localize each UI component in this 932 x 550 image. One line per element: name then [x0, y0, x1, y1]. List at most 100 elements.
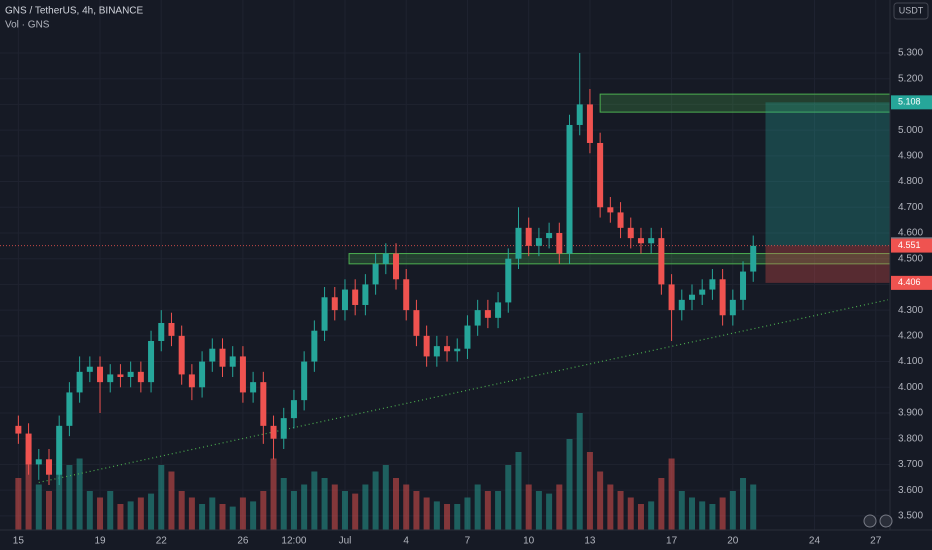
volume-bar [740, 478, 747, 530]
candle-body [699, 289, 706, 295]
candle-body [209, 348, 216, 362]
candle-body [178, 335, 185, 375]
candle-body [260, 382, 267, 426]
icon[interactable] [863, 514, 877, 528]
candle-body [239, 356, 246, 393]
volume-bar [515, 452, 522, 530]
y-tick-label: 4.900 [898, 150, 923, 161]
candle-body [148, 340, 155, 383]
candle-body [35, 459, 42, 465]
candle-body [290, 400, 297, 419]
candle-body [117, 374, 124, 377]
candle-body [648, 238, 655, 244]
candle-body [56, 425, 63, 475]
candle-body [586, 104, 593, 143]
volume-bar [668, 458, 675, 530]
volume-bar [454, 504, 461, 530]
candle-body [45, 459, 52, 475]
y-tick-label: 4.100 [898, 356, 923, 367]
volume-bar [719, 497, 726, 530]
candle-body [546, 232, 553, 239]
candle-body [341, 289, 348, 311]
candle-body [382, 253, 389, 264]
volume-bar [97, 497, 104, 530]
candle-body [301, 361, 308, 401]
volume-bar [86, 491, 93, 530]
candle-body [505, 258, 512, 303]
x-tick-label: 12:00 [281, 536, 306, 547]
candle-body [495, 302, 502, 318]
candle-body [433, 346, 440, 357]
x-tick-label: 10 [523, 536, 535, 547]
chart-title: GNS / TetherUS, 4h, BINANCE [5, 6, 144, 17]
candle-body [127, 371, 134, 377]
candle-body [250, 382, 257, 393]
y-tick-label: 4.300 [898, 305, 923, 316]
volume-bar [250, 501, 257, 530]
x-tick-label: 4 [403, 536, 409, 547]
y-tick-label: 4.700 [898, 202, 923, 213]
candle-body [280, 418, 287, 439]
icon[interactable] [879, 514, 893, 528]
candle-body [403, 279, 410, 311]
candle-body [352, 289, 359, 305]
candle-body [597, 142, 604, 208]
volume-bar [148, 493, 155, 530]
volume-bar [321, 478, 328, 530]
volume-bar [76, 458, 83, 530]
candle-body [484, 310, 491, 318]
candle-body [454, 348, 461, 352]
candle-body [444, 346, 451, 352]
candle-body [229, 356, 236, 367]
candle-body [199, 361, 206, 388]
price-tag-label: 4.406 [898, 277, 921, 287]
volume-bar [495, 491, 502, 530]
volume-bar [556, 484, 563, 530]
volume-bar [178, 491, 185, 530]
volume-bar [637, 504, 644, 530]
volume-bar [546, 493, 553, 530]
volume-bar [576, 413, 583, 530]
position-stop [765, 245, 890, 283]
currency-box[interactable] [893, 2, 929, 20]
volume-bar [56, 471, 63, 530]
volume-bar [474, 484, 481, 530]
y-tick-label: 5.300 [898, 48, 923, 59]
y-tick-label: 3.600 [898, 485, 923, 496]
candle-body [668, 284, 675, 311]
candle-body [637, 238, 644, 244]
volume-bar [372, 471, 379, 530]
price-tag [891, 275, 932, 290]
volume-bar [301, 484, 308, 530]
volume-bar [382, 465, 389, 530]
volume-bar [505, 465, 512, 530]
candle-body [474, 310, 481, 326]
volume-bar [586, 452, 593, 530]
y-tick-label: 3.800 [898, 433, 923, 444]
volume-bar [117, 504, 124, 530]
volume-label: Vol · GNS [5, 20, 50, 31]
y-tick-label: 4.500 [898, 253, 923, 264]
candle-body [688, 294, 695, 300]
volume-bar [403, 484, 410, 530]
volume-bar [168, 471, 175, 530]
candle-body [413, 310, 420, 336]
volume-bar [35, 484, 42, 530]
volume-bar [627, 497, 634, 530]
candle-body [331, 297, 338, 311]
volume-bar [219, 504, 226, 530]
y-tick-label: 4.800 [898, 176, 923, 187]
candle-body [556, 232, 563, 254]
plot [0, 0, 891, 530]
candle-body [525, 227, 532, 246]
price-tag-label: 4.551 [898, 240, 921, 250]
candle-body [719, 279, 726, 316]
candle-body [321, 297, 328, 331]
candle-body [25, 433, 32, 465]
x-tick-label: 24 [809, 536, 821, 547]
volume-bar [45, 491, 52, 530]
volume-bar [566, 439, 573, 530]
candle-body [566, 124, 573, 254]
y-tick-label: 3.700 [898, 459, 923, 470]
candle-body [464, 325, 471, 349]
